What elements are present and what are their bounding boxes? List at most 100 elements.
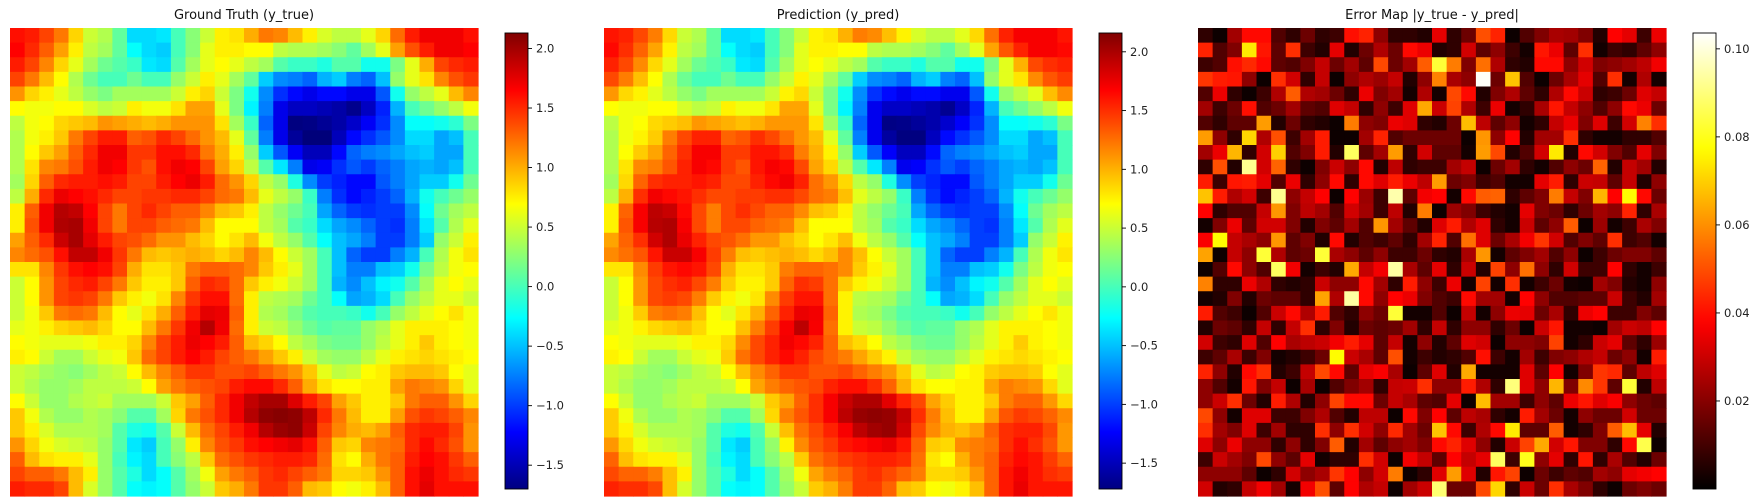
heatmap-cell [185, 188, 201, 205]
heatmap-cell [1300, 159, 1316, 175]
heatmap-cell [404, 335, 421, 351]
heatmap-cell [867, 276, 883, 292]
heatmap-cell [97, 379, 113, 395]
heatmap-cell [1417, 393, 1433, 409]
heatmap-cell [750, 262, 766, 278]
heatmap-cell [852, 28, 868, 44]
heatmap-cell [955, 481, 971, 497]
heatmap-cell [390, 393, 406, 409]
heatmap-cell [361, 86, 377, 102]
heatmap-cell [940, 481, 956, 497]
heatmap-cell [1636, 408, 1652, 424]
heatmap-cell [1271, 393, 1287, 409]
heatmap-cell [1432, 320, 1448, 336]
heatmap-cell [633, 130, 649, 146]
heatmap-cell [1402, 232, 1418, 248]
heatmap-cell [331, 437, 347, 453]
heatmap-cell [881, 232, 898, 248]
heatmap-cell [1417, 28, 1433, 44]
heatmap-cell [1519, 422, 1535, 439]
heatmap-cell [10, 86, 26, 102]
heatmap-cell [317, 291, 333, 307]
heatmap-cell [662, 320, 678, 336]
heatmap-cell [955, 101, 971, 117]
heatmap-cell [1534, 335, 1550, 351]
heatmap-cell [1271, 320, 1287, 336]
heatmap-cell [604, 203, 620, 219]
heatmap-cell [97, 247, 113, 263]
heatmap-cell [764, 276, 781, 292]
heatmap-cell [969, 218, 985, 234]
heatmap-cell [984, 28, 1000, 44]
heatmap-cell [170, 393, 187, 409]
heatmap-cell [764, 71, 781, 88]
heatmap-cell [1475, 262, 1492, 278]
heatmap-cell [1329, 101, 1345, 117]
heatmap-cell [10, 422, 26, 439]
heatmap-cell [156, 408, 172, 424]
heatmap-cell [1256, 305, 1272, 322]
heatmap-cell [419, 174, 435, 190]
heatmap-cell [1505, 218, 1521, 234]
heatmap-cell [375, 262, 391, 278]
heatmap-cell [185, 320, 201, 336]
heatmap-cell [1651, 115, 1667, 131]
heatmap-cell [214, 57, 230, 73]
heatmap-cell [955, 379, 971, 395]
heatmap-cell [1622, 188, 1638, 205]
heatmap-cell [1198, 408, 1214, 424]
heatmap-cell [984, 203, 1000, 219]
heatmap-cell [346, 115, 362, 131]
heatmap-cell [764, 247, 781, 263]
heatmap-cell [1013, 262, 1029, 278]
heatmap-cell [1373, 349, 1389, 365]
heatmap-cell [1241, 276, 1258, 292]
heatmap-cell [1057, 393, 1073, 409]
heatmap-cell [1198, 232, 1214, 248]
heatmap-cell [39, 379, 55, 395]
heatmap-cell [39, 86, 55, 102]
heatmap-cell [141, 203, 157, 219]
heatmap-cell [170, 28, 187, 44]
heatmap-cell [1592, 188, 1609, 205]
heatmap-cell [258, 203, 274, 219]
heatmap-cell [779, 42, 795, 58]
heatmap-cell [881, 364, 898, 380]
heatmap-cell [214, 101, 230, 117]
heatmap-cell [1042, 71, 1058, 88]
heatmap-cell [24, 320, 40, 336]
heatmap-cell [156, 57, 172, 73]
heatmap-cell [1592, 364, 1609, 380]
heatmap-cell [706, 452, 722, 468]
heatmap-cell [838, 291, 854, 307]
heatmap-cell [361, 174, 377, 190]
heatmap-cell [463, 115, 479, 131]
heatmap-cell [1373, 262, 1389, 278]
heatmap-cell [434, 42, 450, 58]
heatmap-cell [750, 291, 766, 307]
heatmap-cell [390, 276, 406, 292]
heatmap-cell [1505, 393, 1521, 409]
heatmap-cell [53, 364, 70, 380]
heatmap-cell [68, 335, 84, 351]
heatmap-cell [1198, 466, 1214, 482]
heatmap-cell [794, 364, 810, 380]
heatmap-cell [750, 57, 766, 73]
heatmap-cell [735, 86, 751, 102]
heatmap-cell [1651, 379, 1667, 395]
heatmap-cell [823, 145, 839, 161]
heatmap-cell [1013, 101, 1029, 117]
heatmap-cell [156, 42, 172, 58]
heatmap-cell [404, 452, 421, 468]
heatmap-cell [955, 320, 971, 336]
heatmap-cell [317, 203, 333, 219]
heatmap-cell [39, 174, 55, 190]
heatmap-cell [1475, 452, 1492, 468]
heatmap-cell [1198, 422, 1214, 439]
heatmap-cell [1519, 101, 1535, 117]
heatmap-cell [911, 188, 927, 205]
heatmap-cell [214, 408, 230, 424]
heatmap-cell [984, 218, 1000, 234]
heatmap-cell [604, 232, 620, 248]
heatmap-cell [302, 466, 318, 482]
